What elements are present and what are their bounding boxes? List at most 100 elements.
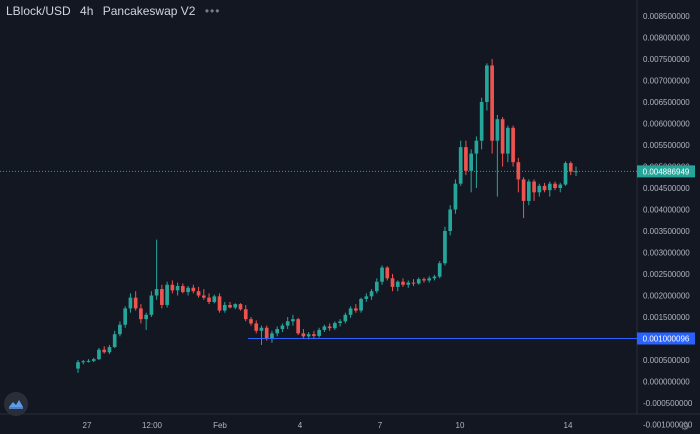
candle (322, 324, 327, 333)
candle (149, 291, 154, 317)
candle-body (291, 319, 295, 322)
candle (422, 277, 426, 283)
candle-body (458, 147, 463, 184)
interval-label[interactable]: 4h (80, 4, 94, 18)
candle-body (327, 326, 332, 329)
candle-body (243, 309, 248, 320)
price-tick-label: 0.000000000 (643, 378, 690, 387)
candle (259, 325, 264, 345)
candle (516, 157, 521, 193)
candle (170, 280, 175, 294)
time-tick-label: 12:00 (142, 421, 163, 430)
candle (222, 301, 227, 313)
candle (280, 323, 285, 333)
horizontal-line-price-text: 0.001000096 (643, 334, 690, 343)
settings-gear-icon[interactable]: ⚙ (680, 421, 690, 433)
candle (427, 276, 432, 283)
time-axis[interactable]: 27 12:00 Feb 4 7 10 14 (83, 421, 573, 430)
candle-body (437, 263, 442, 277)
time-tick-label: 14 (564, 421, 573, 430)
candle (312, 330, 316, 339)
candle (374, 278, 379, 294)
price-tick-label: 0.001500000 (643, 313, 690, 322)
candle-body (374, 281, 379, 292)
candle-body (133, 297, 138, 309)
candle-body (511, 127, 515, 163)
price-tick-label: 0.004000000 (643, 206, 690, 215)
candle-body (228, 304, 232, 308)
candle (296, 317, 301, 336)
candle (243, 304, 248, 322)
candle (327, 323, 332, 331)
price-tick-label: -0.001000000 (643, 421, 693, 430)
candle-body (280, 325, 285, 330)
candle (542, 182, 547, 193)
candle (338, 319, 342, 327)
candle (128, 293, 133, 313)
candle-body (353, 308, 358, 311)
candle (385, 266, 390, 281)
candle-body (443, 231, 447, 264)
logo-icon[interactable] (4, 392, 28, 416)
candle (133, 291, 138, 311)
price-tick-label: -0.000500000 (643, 399, 693, 408)
horizontal-line-price-label (637, 332, 695, 345)
candle (91, 357, 96, 363)
candle-body (196, 291, 201, 296)
candle-body (254, 323, 259, 331)
candle (233, 303, 238, 310)
candle-body (181, 286, 185, 293)
candle-body (275, 329, 280, 334)
candle-body (118, 324, 122, 335)
candle (175, 282, 180, 296)
candle (317, 327, 321, 338)
candle-body (107, 347, 112, 353)
candle (458, 140, 463, 186)
candle-body (427, 278, 432, 281)
candle (254, 320, 259, 334)
more-options-icon[interactable]: ••• (204, 4, 221, 18)
candle (228, 301, 232, 309)
candle-body (495, 119, 500, 141)
time-tick-label: 10 (456, 421, 465, 430)
candle-body (212, 296, 217, 302)
current-price-label (637, 165, 695, 178)
candle-body (249, 319, 253, 324)
candle-body (416, 279, 421, 284)
candle-body (364, 296, 369, 299)
price-tick-label: 0.005500000 (643, 141, 690, 150)
candle-body (222, 304, 227, 311)
symbol-name[interactable]: LBlock/USD (6, 4, 71, 18)
candle-body (144, 314, 148, 320)
price-tick-label: 0.006000000 (643, 120, 690, 129)
candle-body (479, 102, 484, 141)
candle (401, 278, 405, 287)
candle-body (401, 281, 405, 285)
price-tick-label: 0.008000000 (643, 34, 690, 43)
candle-body (322, 326, 327, 330)
candle (416, 277, 421, 285)
candle (86, 359, 91, 363)
candle-body (97, 349, 101, 360)
price-axis[interactable]: 0.008500000 0.008000000 0.007500000 0.00700… (643, 12, 693, 430)
candle (207, 293, 211, 305)
candle (186, 286, 190, 296)
candle (495, 114, 500, 197)
candle (469, 149, 473, 193)
price-tick-label: 0.007500000 (643, 55, 690, 64)
candle-body (537, 185, 542, 193)
candle-body (154, 289, 159, 296)
exchange-name: Pancakeswap V2 (102, 4, 196, 18)
candle (196, 286, 201, 298)
candle-body (390, 278, 395, 287)
time-tick-label: 4 (298, 421, 303, 430)
candle (448, 205, 453, 236)
candle-body (264, 327, 269, 339)
candle-body (469, 153, 473, 171)
candle (464, 140, 468, 176)
candle (547, 181, 552, 197)
candle-body (500, 119, 505, 154)
candle-body (238, 304, 243, 310)
candle (390, 274, 395, 292)
